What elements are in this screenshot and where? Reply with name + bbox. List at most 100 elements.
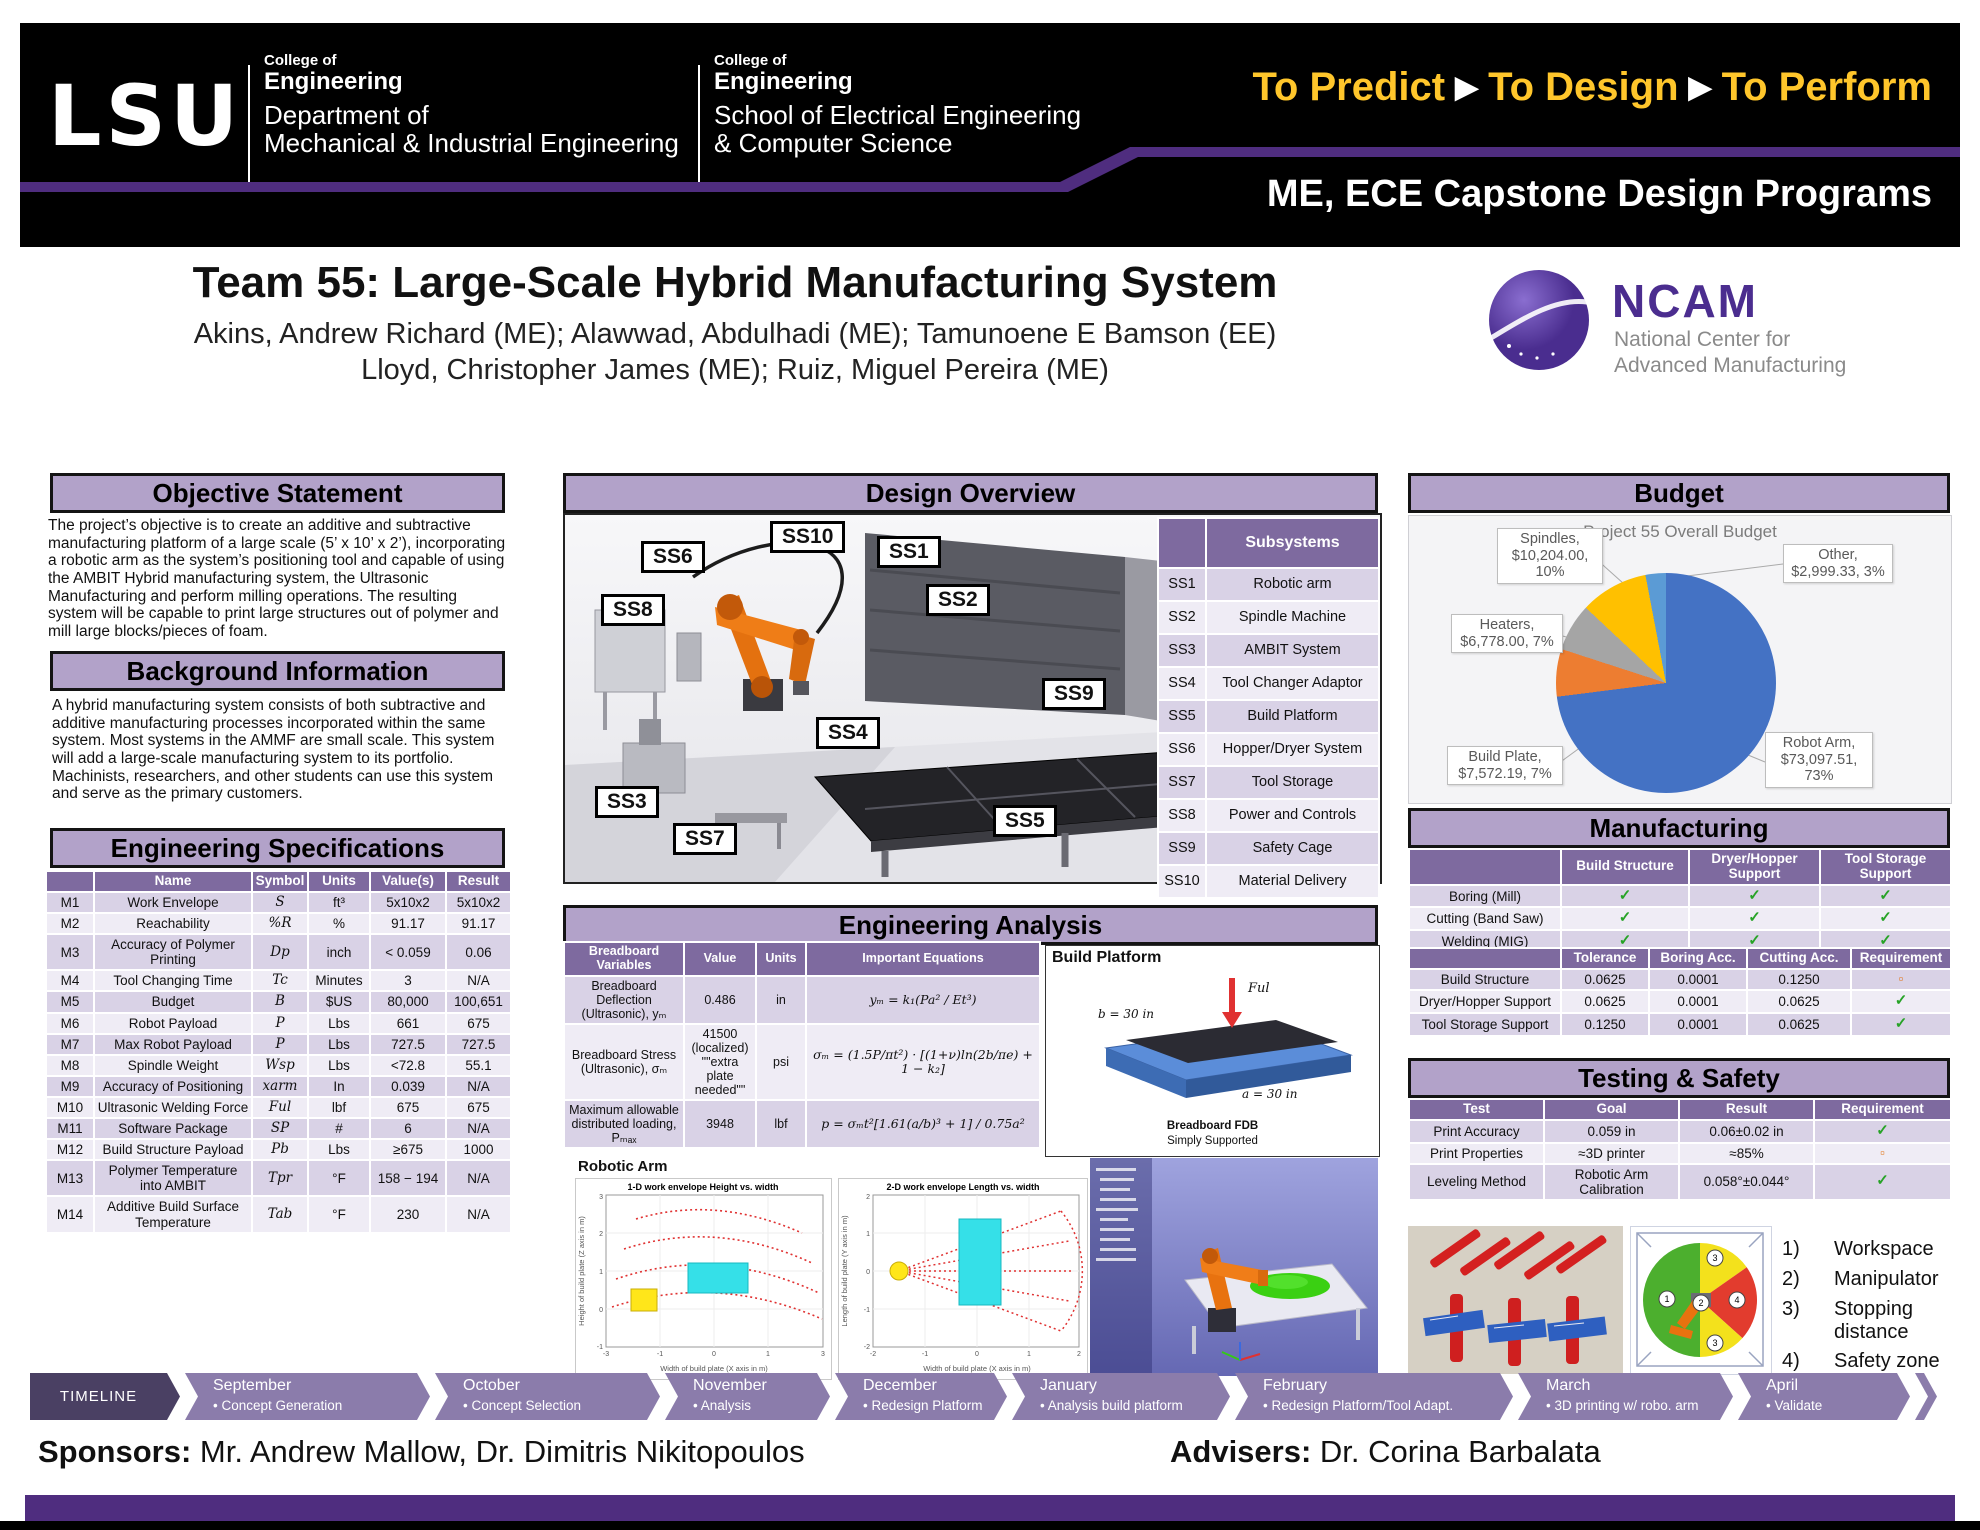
table-row: M2 Reachability %R% 91.17 91.17	[45, 911, 512, 936]
col-header: Boring Acc.	[1648, 947, 1748, 970]
cell: N/A	[445, 1195, 512, 1234]
col-header	[1157, 517, 1207, 569]
timeline-item: • Analysis build platform	[1040, 1398, 1183, 1413]
svg-text:2: 2	[866, 1194, 870, 1201]
cell: Lbs	[307, 1011, 371, 1035]
subsystem-callout-ss2: SS2	[926, 584, 990, 616]
cell: <72.8	[369, 1053, 447, 1077]
svg-text:-1: -1	[922, 1351, 928, 1358]
col-header: Build Structure	[1560, 848, 1690, 886]
cell: 55.1	[445, 1053, 512, 1077]
cell: SS9	[1157, 831, 1207, 866]
sponsors-label: Sponsors:	[38, 1434, 192, 1469]
col-header	[1408, 848, 1562, 886]
cell: Pb	[251, 1138, 309, 1162]
cell: SS10	[1157, 864, 1207, 899]
robotic-arm-label: Robotic Arm	[578, 1158, 668, 1175]
col-header: Breadboard Variables	[563, 941, 685, 977]
header-band: LSU College of Engineering Department of…	[20, 23, 1960, 247]
bottom-edge	[0, 1521, 1980, 1530]
safety-num: 2)	[1782, 1268, 1800, 1290]
manufacturing-a-header-row: Build Structure Dryer/Hopper Support Too…	[1408, 848, 1952, 886]
table-row: Dryer/Hopper Support 0.0625 0.0001 0.0625 ✓	[1408, 988, 1952, 1014]
ncam-logo-icon	[1489, 270, 1589, 370]
build-platform-caption-2: Simply Supported	[1167, 1135, 1258, 1147]
work-envelope-plot-2: 2-D work envelope Length vs. width 2 1 0 -…	[838, 1178, 1088, 1380]
timeline-end-arrow	[1915, 1373, 1937, 1420]
cell: 0.0625	[1560, 988, 1650, 1014]
cell: M14	[45, 1195, 95, 1234]
cell: N/A	[445, 1159, 512, 1198]
cell: Build Structure Payload	[93, 1138, 253, 1162]
school-name: & Computer Science	[714, 128, 953, 159]
cell: Build Structure	[1408, 967, 1562, 991]
safety-label: Workspace	[1834, 1238, 1934, 1260]
dim-b-label: b = 30 in	[1098, 1007, 1154, 1021]
budget-chart-title: Project 55 Overall Budget	[1583, 522, 1777, 541]
cell: Tool Changing Time	[93, 969, 253, 993]
analysis-heading: Engineering Analysis	[563, 905, 1378, 945]
svg-text:2: 2	[1077, 1351, 1081, 1358]
cell: 0.039	[369, 1074, 447, 1098]
cell: SS7	[1157, 765, 1207, 800]
cell: Lbs	[307, 1053, 371, 1077]
svg-text:-1: -1	[597, 1344, 603, 1351]
svg-text:0: 0	[866, 1269, 870, 1276]
col-header: Requirement	[1813, 1098, 1952, 1121]
cell: p = σₘt²[1.61(a/b)³ + 1] / 0.75a²	[805, 1098, 1041, 1149]
cell: %R	[251, 911, 309, 936]
motto: To Predict ▶ To Design ▶ To Perform	[1252, 65, 1932, 110]
badge-3b: 3	[1712, 1338, 1717, 1348]
cell: Tool Storage Support	[1408, 1011, 1562, 1037]
cell: ✓	[1813, 1118, 1952, 1144]
cell: 3	[369, 969, 447, 993]
col-header	[1408, 947, 1562, 970]
cell: Tc	[251, 969, 309, 993]
cell: Leveling Method	[1408, 1162, 1545, 1201]
timeline-month: September	[213, 1377, 292, 1394]
build-platform-title: Build Platform	[1052, 949, 1162, 966]
timeline-month-january: January • Analysis build platform	[1012, 1373, 1230, 1420]
cell: 675	[445, 1095, 512, 1120]
objective-text: The project’s objective is to create an …	[48, 517, 506, 640]
cell: P	[251, 1032, 309, 1056]
cell: Safety Cage	[1205, 831, 1380, 866]
cell: ≈3D printer	[1543, 1141, 1680, 1165]
cell: 0.1250	[1746, 967, 1852, 991]
cell: ✓	[1688, 906, 1821, 932]
table-row: Print Accuracy 0.059 in 0.06±0.02 in ✓	[1408, 1118, 1952, 1144]
svg-text:-2: -2	[870, 1351, 876, 1358]
safety-label: Safety zone	[1834, 1350, 1940, 1372]
svg-text:1: 1	[1027, 1351, 1031, 1358]
cell: Accuracy of Polymer Printing	[93, 933, 253, 972]
program-title: ME, ECE Capstone Design Programs	[1266, 173, 1932, 215]
cell: #	[307, 1117, 371, 1141]
table-row: SS4 Tool Changer Adaptor	[1157, 666, 1380, 701]
cell: Dp	[251, 933, 309, 972]
pie-label-robot-arm: Robot Arm, $73,097.51, 73%	[1765, 732, 1873, 789]
cell: ✓	[1819, 883, 1952, 909]
engineering: Engineering	[714, 68, 853, 96]
timeline-month: January	[1040, 1377, 1097, 1394]
budget-heading: Budget	[1408, 473, 1950, 513]
cell: ▫	[1850, 967, 1952, 991]
cell: inch	[307, 933, 371, 972]
cell: 41500 (localized) ""extra plate needed""	[683, 1022, 757, 1101]
cell: M1	[45, 890, 95, 914]
build-platform-caption-1: Breadboard FDB	[1166, 1120, 1259, 1132]
timeline-item: • Redesign Platform/Tool Adapt.	[1263, 1398, 1454, 1413]
motto-perform: To Perform	[1721, 65, 1932, 109]
cell: M4	[45, 969, 95, 993]
cell: ≈85%	[1678, 1141, 1815, 1165]
col-header	[45, 870, 95, 893]
timeline-month: December	[863, 1377, 937, 1394]
cell: 5x10x2	[369, 890, 447, 914]
cell: SS6	[1157, 732, 1207, 767]
cell: SP	[251, 1117, 309, 1141]
subsystems-table: Subsystems SS1 Robotic arm SS2 Spindle Mach…	[1157, 517, 1380, 899]
subsystem-callout-ss1: SS1	[877, 536, 941, 568]
cell: SS1	[1157, 567, 1207, 602]
cell: 661	[369, 1011, 447, 1035]
table-row: M4 Tool Changing Time Tc Minutes 3 N/A	[45, 969, 512, 993]
